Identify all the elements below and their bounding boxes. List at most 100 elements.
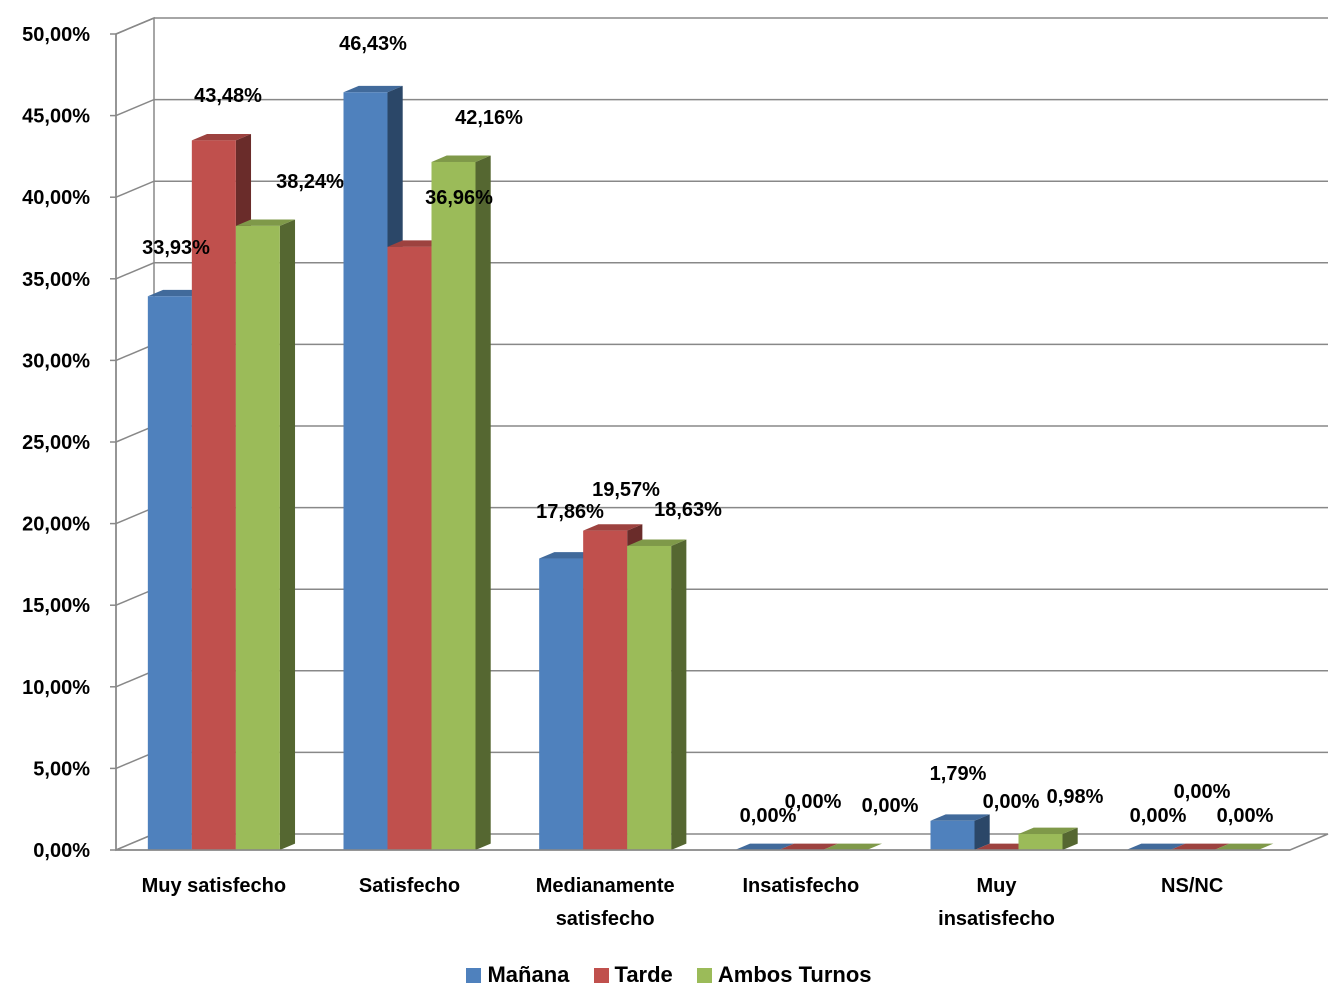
y-tick-label: 40,00% bbox=[22, 187, 90, 209]
bar-ambos-turnos-ns-nc-top bbox=[1214, 843, 1274, 850]
bar-ambos-turnos-satisfecho bbox=[431, 155, 491, 851]
legend-swatch-tarde bbox=[593, 968, 609, 983]
legend-swatch-ambos-turnos bbox=[696, 968, 712, 983]
bar-manana-medianamente-satisfecho-front bbox=[539, 558, 584, 850]
bar-ambos-turnos-medianamente-satisfecho-side bbox=[671, 539, 687, 850]
x-category-label-medianamente-satisfecho: Medianamente satisfecho bbox=[536, 875, 675, 930]
bar-ambos-turnos-muy-insatisfecho-side bbox=[1062, 827, 1078, 850]
x-category-label-muy-satisfecho: Muy satisfecho bbox=[142, 875, 286, 897]
y-tick-label: 20,00% bbox=[22, 514, 90, 536]
bar-tarde-muy-satisfecho-front bbox=[191, 140, 236, 851]
gridline bbox=[115, 262, 1328, 280]
legend-item-tarde: Tarde bbox=[593, 962, 673, 988]
gridline bbox=[115, 588, 1328, 606]
bar-tarde-insatisfecho-top bbox=[778, 843, 839, 850]
data-labels: 33,93% 46,43% 17,86% 0,00% 1,79% 0,00% 43,48% 3… bbox=[142, 33, 1273, 827]
bar-ambos-turnos-muy-satisfecho bbox=[235, 219, 296, 850]
y-tick-label: 25,00% bbox=[22, 432, 90, 454]
bar-ambos-turnos-medianamente-satisfecho-front bbox=[627, 545, 672, 850]
bar-ambos-turnos-medianamente-satisfecho-top bbox=[627, 539, 687, 546]
legend-swatch-manana bbox=[466, 968, 482, 983]
bar-manana-ns-nc-top bbox=[1126, 843, 1186, 850]
bar-ambos-turnos-muy-satisfecho-top bbox=[235, 219, 296, 226]
bar-ambos-turnos-medianamente-satisfecho bbox=[627, 539, 687, 850]
bar-manana-muy-insatisfecho bbox=[930, 814, 990, 850]
y-tick-label: 5,00% bbox=[33, 758, 90, 780]
y-tick-label: 50,00% bbox=[22, 24, 90, 46]
data-label-ambos-turnos-satisfecho: 42,16% bbox=[455, 107, 523, 129]
bar-tarde-insatisfecho bbox=[778, 843, 839, 850]
gridline bbox=[115, 425, 1328, 443]
bar-tarde-medianamente-satisfecho-top bbox=[583, 524, 643, 531]
data-label-ambos-turnos-ns-nc: 0,00% bbox=[1217, 805, 1274, 827]
bar-tarde-ns-nc-top bbox=[1170, 843, 1230, 850]
bar-manana-muy-insatisfecho-side bbox=[974, 814, 990, 850]
gridline bbox=[115, 670, 1328, 688]
x-category-label-insatisfecho: Insatisfecho bbox=[742, 875, 859, 897]
bar-manana-satisfecho-front bbox=[343, 92, 388, 851]
legend-label-manana: Mañana bbox=[487, 962, 570, 987]
chart-walls bbox=[115, 16, 1329, 852]
bar-manana-muy-insatisfecho-top bbox=[930, 814, 990, 821]
legend-item-manana: Mañana bbox=[466, 962, 569, 988]
y-tick-label: 35,00% bbox=[22, 269, 90, 291]
bar-ambos-turnos-muy-insatisfecho-top bbox=[1018, 827, 1078, 835]
y-axis: 0,00% 5,00% 10,00% 15,00% 20,00% 25,00% 30,00%… bbox=[22, 24, 117, 862]
gridline bbox=[115, 751, 1328, 770]
legend-label-tarde: Tarde bbox=[614, 962, 673, 987]
data-label-ambos-turnos-muy-insatisfecho: 0,98% bbox=[1047, 786, 1104, 808]
bar-manana-satisfecho-top bbox=[343, 85, 403, 93]
bar-ambos-turnos-muy-insatisfecho-front bbox=[1018, 834, 1063, 850]
bar-manana-ns-nc bbox=[1126, 843, 1186, 850]
bar-manana-insatisfecho-top bbox=[734, 843, 795, 850]
bar-manana-muy-satisfecho-front bbox=[147, 296, 192, 850]
data-label-tarde-ns-nc: 0,00% bbox=[1174, 781, 1231, 803]
y-tick-label: 30,00% bbox=[22, 350, 90, 372]
bar-tarde-satisfecho-front bbox=[387, 246, 432, 850]
bar-ambos-turnos-insatisfecho-top bbox=[822, 843, 883, 850]
data-label-manana-satisfecho: 46,43% bbox=[339, 33, 407, 55]
gridline bbox=[115, 180, 1328, 198]
data-label-ambos-turnos-muy-satisfecho: 38,24% bbox=[276, 171, 344, 193]
gridline bbox=[115, 17, 1328, 35]
y-tick-label: 10,00% bbox=[22, 677, 90, 699]
data-label-manana-muy-satisfecho: 33,93% bbox=[142, 237, 210, 259]
data-label-manana-medianamente-satisfecho: 17,86% bbox=[536, 501, 604, 523]
bar-ambos-turnos-satisfecho-side bbox=[475, 155, 491, 850]
data-label-tarde-satisfecho: 36,96% bbox=[425, 187, 493, 209]
x-axis: Muy satisfecho Satisfecho Medianamente sati… bbox=[116, 849, 1290, 930]
bar-ambos-turnos-insatisfecho bbox=[822, 843, 883, 850]
bar-ambos-turnos-satisfecho-front bbox=[431, 161, 476, 851]
bar-ambos-turnos-muy-satisfecho-front bbox=[235, 225, 280, 850]
y-tick-label: 0,00% bbox=[33, 840, 90, 862]
bar-tarde-medianamente-satisfecho-front bbox=[583, 530, 628, 850]
bar-tarde-ns-nc bbox=[1170, 843, 1230, 850]
data-label-tarde-insatisfecho: 0,00% bbox=[785, 791, 842, 813]
data-label-manana-muy-insatisfecho: 1,79% bbox=[930, 763, 987, 785]
data-label-manana-ns-nc: 0,00% bbox=[1130, 805, 1187, 827]
legend: Mañana Tarde Ambos Turnos bbox=[0, 962, 1338, 988]
bar-ambos-turnos-ns-nc bbox=[1214, 843, 1274, 850]
bar-chart: 0,00% 5,00% 10,00% 15,00% 20,00% 25,00% 30,00%… bbox=[22, 16, 1329, 930]
bar-ambos-turnos-muy-insatisfecho bbox=[1018, 827, 1078, 850]
data-label-tarde-medianamente-satisfecho: 19,57% bbox=[592, 479, 660, 501]
bar-ambos-turnos-muy-satisfecho-side bbox=[279, 219, 296, 850]
bar-manana-insatisfecho bbox=[734, 843, 795, 850]
data-label-tarde-muy-satisfecho: 43,48% bbox=[194, 85, 262, 107]
x-category-label-muy-insatisfecho: Muy insatisfecho bbox=[938, 875, 1055, 930]
gridline bbox=[115, 343, 1328, 362]
data-label-ambos-turnos-insatisfecho: 0,00% bbox=[862, 795, 919, 817]
y-tick-label: 15,00% bbox=[22, 595, 90, 617]
data-label-tarde-muy-insatisfecho: 0,00% bbox=[983, 791, 1040, 813]
gridline bbox=[115, 506, 1328, 525]
x-category-label-satisfecho: Satisfecho bbox=[359, 875, 460, 897]
legend-label-ambos-turnos: Ambos Turnos bbox=[717, 962, 872, 987]
bar-manana-muy-insatisfecho-front bbox=[930, 820, 975, 850]
bar-ambos-turnos-satisfecho-top bbox=[431, 155, 491, 162]
gridline bbox=[115, 98, 1328, 117]
data-label-ambos-turnos-medianamente-satisfecho: 18,63% bbox=[654, 499, 722, 521]
gridlines bbox=[115, 17, 1328, 770]
data-label-manana-insatisfecho: 0,00% bbox=[740, 805, 797, 827]
bars bbox=[147, 85, 1274, 851]
bar-tarde-muy-satisfecho-top bbox=[191, 134, 252, 141]
